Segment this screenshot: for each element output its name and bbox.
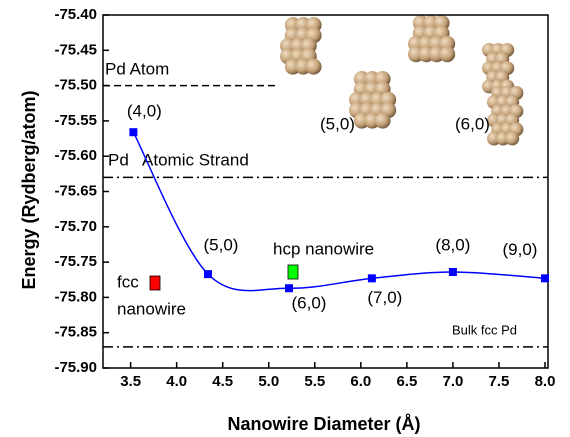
cluster-images [280, 15, 524, 146]
x-tick-label: 7.5 [489, 373, 510, 390]
reference-label: Bulk fcc Pd [452, 322, 517, 337]
point-label: (6,0) [292, 294, 327, 313]
y-tick-label: -75.50 [54, 77, 97, 94]
atom [439, 46, 456, 63]
y-tick-label: -75.40 [54, 6, 97, 23]
y-tick-label: -75.70 [54, 218, 97, 235]
x-axis-title: Nanowire Diameter (Å) [227, 414, 420, 434]
data-point [541, 274, 549, 283]
y-axis-title: Energy (Rydberg/atom) [19, 90, 39, 289]
atom [374, 112, 391, 129]
data-point [285, 284, 294, 293]
y-tick-label: -75.90 [54, 359, 97, 376]
y-tick-label: -75.65 [54, 182, 97, 199]
series-line [132, 131, 546, 292]
point-label: (9,0) [503, 240, 538, 259]
atom [305, 58, 322, 75]
x-tick-label: 5.0 [258, 373, 279, 390]
annotation: hcp nanowire [273, 239, 374, 258]
x-tick-label: 5.5 [304, 373, 325, 390]
x-tick-label: 6.0 [350, 373, 371, 390]
point-label: (8,0) [435, 235, 470, 254]
y-tick-label: -75.60 [54, 147, 97, 164]
atom [505, 131, 520, 146]
x-tick-label: 6.5 [396, 373, 417, 390]
annotation: nanowire [117, 299, 186, 318]
point-label: (4,0) [127, 102, 162, 121]
x-tick-label: 3.5 [120, 373, 141, 390]
y-tick-label: -75.80 [54, 288, 97, 305]
point-label: (5,0) [203, 236, 238, 255]
annotation: fcc [117, 272, 139, 291]
y-tick-label: -75.85 [54, 324, 97, 341]
data-point [129, 128, 138, 137]
data-point [203, 270, 212, 279]
x-tick-label: 7.0 [442, 373, 463, 390]
x-tick-label: 4.5 [212, 373, 233, 390]
image-label: (5,0) [320, 114, 355, 133]
y-tick-label: -75.45 [54, 41, 97, 58]
data-point [448, 267, 457, 276]
reference-label: Pd Atom [105, 59, 169, 78]
annotation-marker [287, 264, 299, 280]
reference-label: Pd Atomic Strand [108, 150, 249, 169]
data-point [367, 274, 376, 283]
x-tick-label: 8.0 [535, 373, 556, 390]
y-tick-label: -75.55 [54, 112, 97, 129]
x-tick-label: 4.0 [166, 373, 187, 390]
image-label: (6,0) [455, 114, 490, 133]
annotation-marker [149, 275, 161, 291]
y-tick-label: -75.75 [54, 253, 97, 270]
point-label: (7,0) [367, 288, 402, 307]
